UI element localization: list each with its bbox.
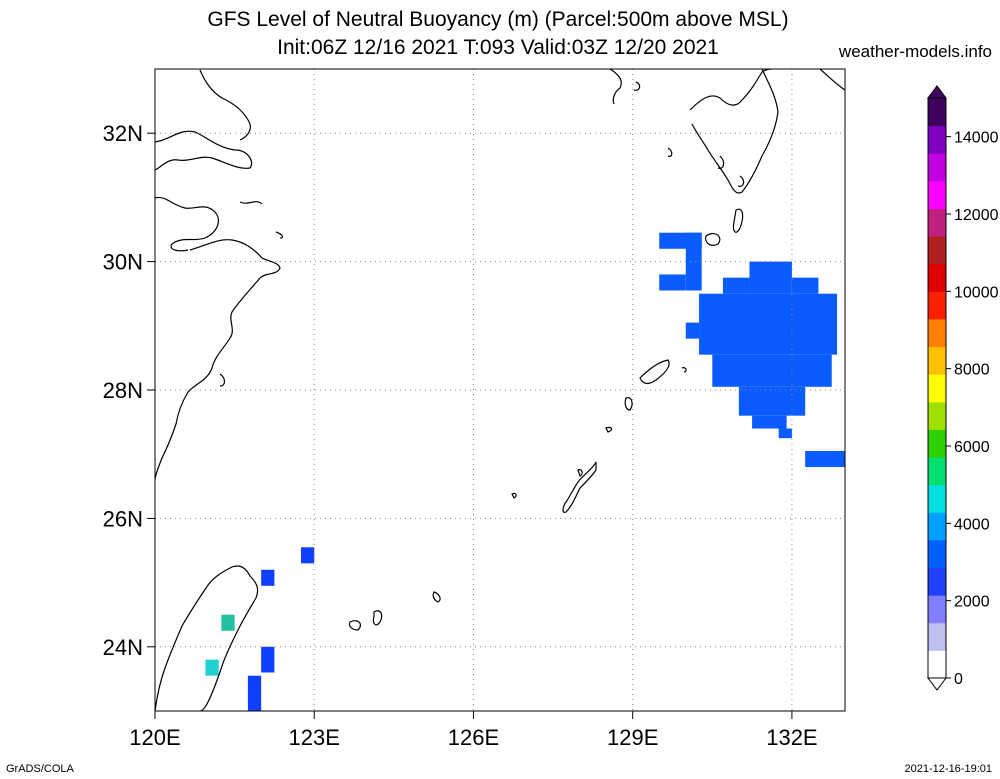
colorbar: 0 2000 4000 6000 8000 10000 12000 14000 xyxy=(927,85,999,691)
field-cell xyxy=(722,277,750,294)
colorbar-swatch xyxy=(928,512,946,541)
colorbar-swatch xyxy=(928,318,946,348)
colorbar-swatch xyxy=(928,236,946,265)
y-tick-label: 30N xyxy=(103,250,143,275)
colorbar-swatch xyxy=(928,595,946,624)
buoyancy-field xyxy=(205,232,845,711)
colorbar-label: 2000 xyxy=(954,594,990,611)
colorbar-swatch xyxy=(928,401,946,430)
field-cell xyxy=(261,646,275,673)
colorbar-swatch xyxy=(928,484,946,513)
colorbar-swatch xyxy=(928,539,946,569)
colorbar-swatch xyxy=(928,346,946,375)
colorbar-swatch xyxy=(928,374,946,403)
colorbar-swatch xyxy=(928,567,946,596)
colorbar-swatch xyxy=(928,98,946,127)
colorbar-swatch xyxy=(928,291,946,320)
field-cell xyxy=(205,659,219,676)
colorbar-swatch xyxy=(928,650,946,679)
x-tick-label: 120E xyxy=(129,725,180,750)
colorbar-label: 12000 xyxy=(954,207,999,224)
colorbar-label: 6000 xyxy=(954,439,990,456)
y-tick-label: 26N xyxy=(103,506,143,531)
site-credit: weather-models.info xyxy=(838,42,992,61)
y-tick-label: 28N xyxy=(103,378,143,403)
field-cell xyxy=(699,293,838,355)
field-cell xyxy=(300,547,315,564)
colorbar-swatch xyxy=(928,153,946,182)
colorbar-label: 10000 xyxy=(954,284,999,301)
coastlines xyxy=(155,69,845,711)
colorbar-bottom-arrow xyxy=(927,677,947,691)
x-tick-label: 123E xyxy=(289,725,340,750)
field-cell xyxy=(261,569,275,586)
colorbar-swatch xyxy=(928,429,946,458)
y-tick-label: 24N xyxy=(103,635,143,660)
field-cell xyxy=(749,261,792,294)
field-cell xyxy=(805,450,845,468)
field-cell xyxy=(685,322,700,339)
colorbar-label: 14000 xyxy=(954,130,999,147)
colorbar-label: 0 xyxy=(954,671,963,688)
colorbar-swatch xyxy=(928,457,946,486)
colorbar-label: 4000 xyxy=(954,516,990,533)
x-tick-label: 129E xyxy=(607,725,658,750)
colorbar-frame xyxy=(927,97,947,679)
software-credit: GrADS/COLA xyxy=(6,763,74,775)
field-cell xyxy=(752,415,787,429)
colorbar-label: 8000 xyxy=(954,362,990,379)
colorbar-top-arrow xyxy=(927,85,947,99)
field-cell xyxy=(221,614,235,631)
axis-ticks: 120E 123E 126E 129E 132E 24N 26N 28N 30N 32N xyxy=(103,121,818,750)
colorbar-swatch xyxy=(928,180,946,209)
field-cell xyxy=(247,675,262,711)
field-cell xyxy=(712,354,832,387)
field-cell xyxy=(778,428,792,439)
colorbar-swatch xyxy=(928,125,946,154)
field-cell xyxy=(685,232,702,291)
generated-timestamp: 2021-12-16-19:01 xyxy=(904,763,992,775)
field-cell xyxy=(738,386,806,416)
x-tick-label: 132E xyxy=(766,725,817,750)
colorbar-swatch xyxy=(928,263,946,292)
y-tick-label: 32N xyxy=(103,121,143,146)
field-cell xyxy=(791,277,819,294)
field-cell xyxy=(659,274,686,291)
colorbar-swatch xyxy=(928,208,946,237)
colorbar-swatch xyxy=(928,622,946,651)
x-tick-label: 126E xyxy=(448,725,499,750)
chart-subtitle: Init:06Z 12/16 2021 T:093 Valid:03Z 12/2… xyxy=(277,36,719,59)
chart-title: GFS Level of Neutral Buoyancy (m) (Parce… xyxy=(207,8,789,31)
